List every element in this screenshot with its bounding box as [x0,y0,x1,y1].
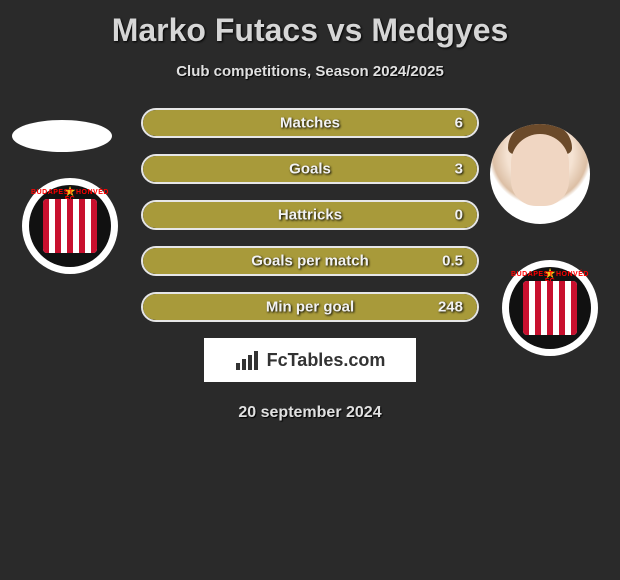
stat-pill: Goals3 [141,154,479,184]
player-left-avatar [12,120,112,152]
club-right-badge: ★ BUDAPEST HONVÉD FC [502,260,598,356]
crest-stripes [523,281,577,335]
stat-label: Min per goal [143,299,477,316]
date-text: 20 september 2024 [0,404,620,422]
stat-pill: Min per goal248 [141,292,479,322]
crest-stripes [43,199,97,253]
stat-label: Matches [143,115,477,132]
subtitle: Club competitions, Season 2024/2025 [0,63,620,80]
stat-label: Goals [143,161,477,178]
stat-pill: Matches6 [141,108,479,138]
brand-logo: FcTables.com [204,338,416,382]
club-left-badge: ★ BUDAPEST HONVÉD FC [22,178,118,274]
stat-value: 3 [455,161,463,178]
club-crest-right: ★ BUDAPEST HONVÉD FC [509,267,591,349]
avatar-face [511,134,569,206]
brand-text: FcTables.com [267,350,386,371]
bars-icon [235,349,261,371]
stat-value: 248 [438,299,463,316]
stat-label: Goals per match [143,253,477,270]
stat-value: 0 [455,207,463,224]
club-crest-left: ★ BUDAPEST HONVÉD FC [29,185,111,267]
stat-label: Hattricks [143,207,477,224]
stat-value: 0.5 [442,253,463,270]
stat-value: 6 [455,115,463,132]
page-title: Marko Futacs vs Medgyes [0,0,620,49]
player-right-avatar [490,124,590,224]
stat-pill: Hattricks0 [141,200,479,230]
stat-pill: Goals per match0.5 [141,246,479,276]
